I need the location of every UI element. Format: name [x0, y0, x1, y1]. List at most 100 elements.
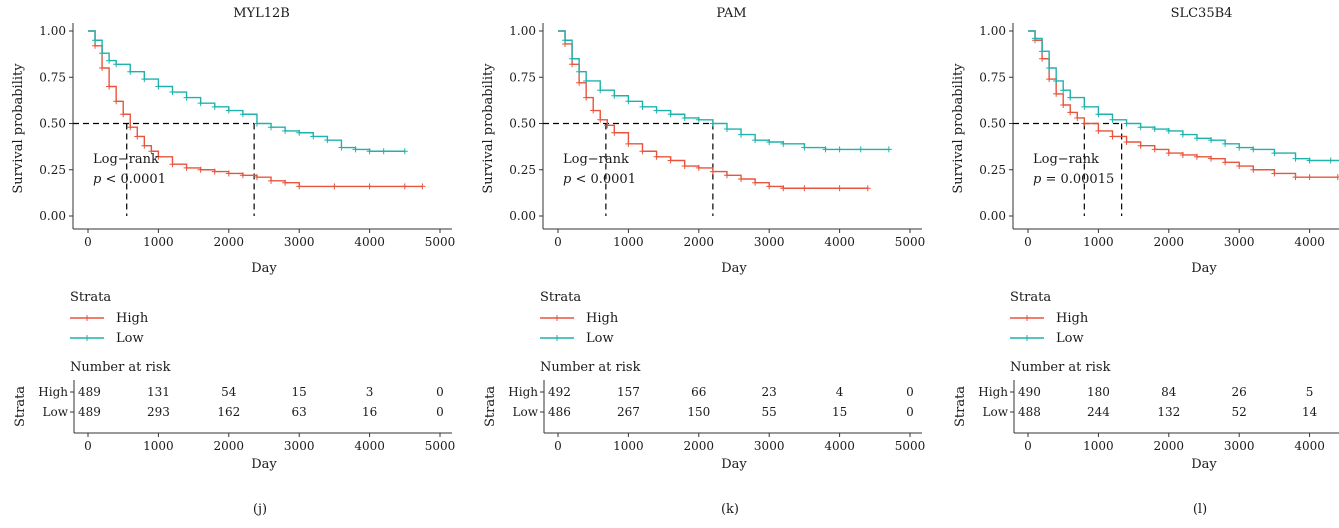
censor-mark [1334, 174, 1339, 181]
risk-cell: 3 [366, 385, 374, 399]
risk-cell: 15 [832, 405, 847, 419]
censor-mark [1271, 170, 1278, 177]
legend-censor-mark [1024, 315, 1030, 321]
censor-mark [141, 142, 148, 149]
x-tick-label: 0 [84, 235, 92, 249]
risk-cell: 0 [906, 385, 914, 399]
censor-mark [625, 140, 632, 147]
censor-mark [836, 146, 843, 153]
censor-mark [590, 107, 597, 114]
censor-mark [1074, 114, 1081, 121]
legend-title: Strata [70, 290, 111, 305]
censor-mark [738, 176, 745, 182]
x-tick-label: 2000 [684, 235, 715, 249]
y-tick-label: 0.75 [509, 70, 536, 84]
censor-mark [324, 137, 331, 144]
censor-mark [1236, 163, 1243, 170]
censor-mark [709, 120, 716, 127]
y-tick-label: 1.00 [39, 24, 66, 38]
censor-mark [822, 146, 829, 153]
legend-censor-mark [84, 335, 90, 341]
legend-label-low: Low [116, 331, 144, 346]
censor-mark [1095, 111, 1102, 118]
censor-mark [1046, 76, 1053, 83]
risk-cell: 0 [906, 405, 914, 419]
censor-mark [148, 148, 155, 155]
censor-mark [576, 79, 583, 86]
risk-x-tick-label: 3000 [284, 439, 315, 453]
censor-mark [268, 124, 275, 131]
censor-mark [1151, 146, 1158, 153]
censor-mark [1032, 35, 1039, 42]
censor-mark [99, 50, 106, 57]
censor-mark [225, 107, 232, 114]
censor-mark [681, 114, 688, 121]
risk-table-x-label: Day [251, 457, 277, 472]
risk-table-title: Number at risk [540, 360, 641, 375]
censor-mark [738, 131, 745, 138]
censor-mark [611, 129, 618, 136]
risk-x-tick-label: 3000 [1224, 439, 1255, 453]
censor-mark [780, 185, 787, 192]
censor-mark [1053, 77, 1060, 84]
censor-mark [296, 129, 303, 136]
risk-cell: 23 [762, 385, 777, 399]
censor-mark [1193, 153, 1200, 160]
censor-mark [1123, 139, 1130, 145]
legend-label-high: High [116, 311, 149, 326]
censor-mark [338, 144, 345, 151]
risk-row-label-high: High [508, 385, 538, 399]
censor-mark [857, 146, 864, 153]
x-tick-label: 3000 [284, 235, 315, 249]
censor-mark [169, 89, 176, 96]
censor-mark [1060, 87, 1067, 94]
risk-cell: 150 [687, 405, 710, 419]
censor-mark [1292, 155, 1299, 162]
p-value-label: p = 0.00015 [1033, 172, 1114, 187]
risk-table-y-title: Strata [483, 386, 498, 427]
legend-label-high: High [1056, 311, 1089, 326]
censor-mark [331, 183, 338, 190]
chart-title: MYL12B [233, 6, 290, 21]
risk-row-label-low: Low [513, 405, 539, 419]
censor-mark [1250, 166, 1257, 173]
legend-censor-mark [554, 335, 560, 341]
legend-label-high: High [586, 311, 619, 326]
risk-cell: 180 [1087, 385, 1110, 399]
censor-mark [583, 77, 590, 84]
risk-x-tick-label: 2000 [684, 439, 715, 453]
censor-mark [1109, 116, 1116, 123]
risk-cell: 489 [78, 385, 101, 399]
risk-x-tick-label: 4000 [354, 439, 385, 453]
censor-mark [155, 83, 162, 90]
censor-mark [134, 133, 141, 140]
censor-mark [1306, 174, 1313, 181]
chart-title: SLC35B4 [1171, 6, 1233, 21]
censor-mark [1250, 146, 1257, 153]
censor-mark [268, 177, 275, 184]
risk-cell: 66 [691, 385, 706, 399]
risk-row-label-low: Low [983, 405, 1009, 419]
x-tick-label: 4000 [354, 235, 385, 249]
y-tick-label: 0.50 [509, 117, 536, 131]
censor-mark [801, 185, 808, 192]
risk-cell: 489 [78, 405, 101, 419]
censor-mark [239, 111, 246, 118]
risk-cell: 293 [147, 405, 170, 419]
censor-mark [681, 163, 688, 170]
censor-mark [569, 55, 576, 62]
censor-mark [1095, 127, 1102, 134]
risk-x-tick-label: 2000 [1154, 439, 1185, 453]
censor-mark [836, 185, 843, 192]
censor-mark [766, 183, 773, 190]
censor-mark [801, 144, 808, 151]
risk-cell: 486 [548, 405, 571, 419]
censor-mark [253, 120, 260, 127]
censor-mark [1236, 144, 1243, 151]
risk-x-tick-label: 1000 [1083, 439, 1114, 453]
panel-label: (k) [721, 502, 739, 517]
censor-mark [296, 183, 303, 190]
censor-mark [709, 168, 716, 175]
risk-x-tick-label: 3000 [754, 439, 785, 453]
